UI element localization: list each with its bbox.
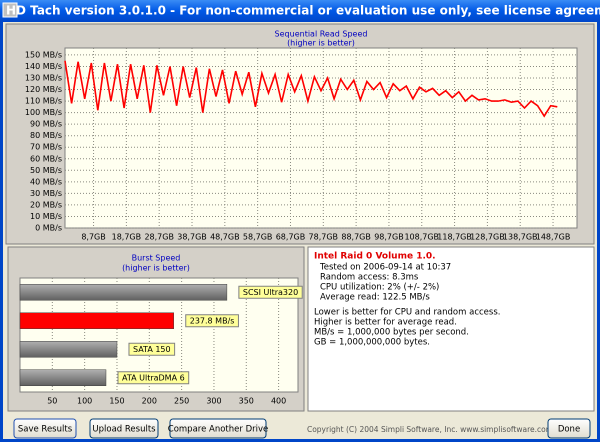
button-label[interactable]: Save Results xyxy=(18,425,73,435)
bar-label: SATA 150 xyxy=(133,345,171,354)
chart-title: Sequential Read Speed xyxy=(275,30,368,39)
y-tick-label: 30 MB/s xyxy=(30,189,62,198)
x-tick-label: 350 xyxy=(239,397,254,406)
button[interactable] xyxy=(89,418,159,439)
y-tick-label: 10 MB/s xyxy=(30,212,62,221)
chart-title: Burst Speed xyxy=(132,254,181,263)
button-label[interactable]: Upload Results xyxy=(92,425,156,435)
x-tick-label: 250 xyxy=(174,397,189,406)
y-tick-label: 130 MB/s xyxy=(25,74,62,83)
y-tick-label: 40 MB/s xyxy=(30,177,62,186)
button-label[interactable]: Done xyxy=(558,425,580,435)
y-tick-label: 100 MB/s xyxy=(25,108,62,117)
read-speed-line xyxy=(64,60,558,118)
chart-subtitle: (higher is better) xyxy=(122,264,190,273)
x-tick-label: 58,7GB xyxy=(243,233,273,242)
info-note: Lower is better for CPU and random acces… xyxy=(314,308,500,318)
info-note: GB = 1,000,000,000 bytes. xyxy=(314,338,430,348)
y-tick-label: 150 MB/s xyxy=(25,50,62,59)
x-tick-label: 48,7GB xyxy=(210,233,240,242)
label-box xyxy=(117,371,190,385)
y-tick-label: 90 MB/s xyxy=(30,120,62,129)
x-tick-label: 128,7GB xyxy=(470,233,505,242)
bar xyxy=(19,284,228,301)
chart-subtitle: (higher is better) xyxy=(287,39,355,48)
y-tick-label: 60 MB/s xyxy=(30,154,62,163)
label-box xyxy=(185,314,239,328)
x-tick-label: 138,7GB xyxy=(503,233,538,242)
app-icon xyxy=(2,2,18,18)
bar-label: ATA UltraDMA 6 xyxy=(122,373,185,382)
x-tick-label: 118,7GB xyxy=(437,233,472,242)
info-note: Higher is better for average read. xyxy=(314,318,457,328)
y-tick-label: 50 MB/s xyxy=(30,166,62,175)
y-tick-label: 70 MB/s xyxy=(30,143,62,152)
bar-label: SCSI Ultra320 xyxy=(243,288,298,297)
button[interactable] xyxy=(547,418,591,439)
x-tick-label: 200 xyxy=(142,397,157,406)
x-tick-label: 400 xyxy=(271,397,286,406)
x-tick-label: 78,7GB xyxy=(309,233,339,242)
x-tick-label: 68,7GB xyxy=(276,233,306,242)
bar-label: 237.8 MB/s xyxy=(190,316,235,325)
button-label[interactable]: Compare Another Drive xyxy=(168,425,268,435)
info-panel xyxy=(307,246,595,412)
x-tick-label: 38,7GB xyxy=(177,233,207,242)
copyright: Copyright (C) 2004 Simpli Software, Inc.… xyxy=(307,425,553,434)
window-title: HD Tach version 3.0.1.0 - For non-commer… xyxy=(6,4,600,18)
title-bar xyxy=(0,0,600,22)
y-tick-label: 140 MB/s xyxy=(25,62,62,71)
label-box xyxy=(238,285,303,299)
info-note: MB/s = 1,000,000 bytes per second. xyxy=(314,328,469,338)
info: Intel Raid 0 Volume 1.0. xyxy=(314,252,436,262)
button[interactable] xyxy=(13,418,77,439)
bar xyxy=(19,369,107,386)
y-tick-label: 120 MB/s xyxy=(25,85,62,94)
y-tick-label: 0 MB/s xyxy=(35,224,62,233)
y-tick-label: 20 MB/s xyxy=(30,200,62,209)
info-line: Random access: 8.3ms xyxy=(320,273,419,283)
x-tick-label: 28,7GB xyxy=(144,233,174,242)
x-tick-label: 100 xyxy=(77,397,92,406)
x-tick-label: 50 xyxy=(47,397,57,406)
x-tick-label: 150 xyxy=(109,397,124,406)
y-tick-label: 110 MB/s xyxy=(25,97,62,106)
info-line: Tested on 2006-09-14 at 10:37 xyxy=(319,263,451,273)
bar xyxy=(19,312,174,329)
label-box xyxy=(128,342,176,356)
bar xyxy=(19,341,118,358)
drive-name: Intel Raid 0 Volume 1.0. xyxy=(314,252,436,262)
info-line: CPU utilization: 2% (+/- 2%) xyxy=(320,283,439,293)
button[interactable] xyxy=(169,418,267,439)
x-tick-label: 300 xyxy=(206,397,221,406)
x-tick-label: 108,7GB xyxy=(404,233,439,242)
x-tick-label: 18,7GB xyxy=(112,233,142,242)
x-tick-label: 8,7GB xyxy=(81,233,105,242)
x-tick-label: 148,7GB xyxy=(536,233,571,242)
info-line: Average read: 122.5 MB/s xyxy=(320,293,430,303)
x-tick-label: 88,7GB xyxy=(341,233,371,242)
x-tick-label: 98,7GB xyxy=(374,233,404,242)
y-tick-label: 80 MB/s xyxy=(30,131,62,140)
